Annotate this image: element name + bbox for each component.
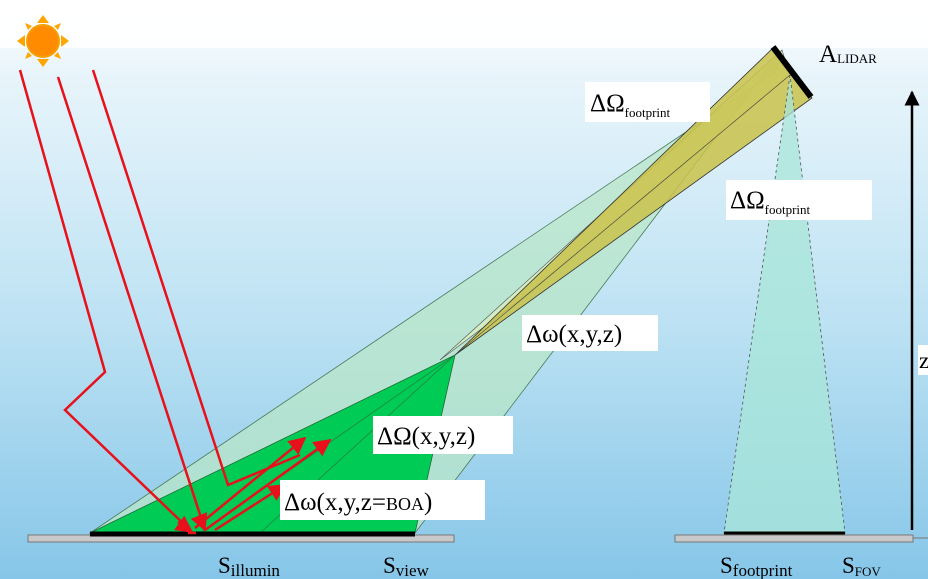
small-omega-boa-label: Δω(x,y,z=BOA) xyxy=(284,489,432,516)
solar-rays xyxy=(18,69,332,535)
solar-ray-2 xyxy=(56,76,207,531)
omega-footprint-right-label: ΔΩfootprint xyxy=(730,187,811,217)
label-box-z xyxy=(918,345,928,375)
solar-ray-3 xyxy=(91,69,301,487)
s-illumin-label: Sillumin xyxy=(218,553,280,579)
small-omega-xyz-label: Δω(x,y,z) xyxy=(526,321,622,348)
solar-ray-1 xyxy=(18,69,191,531)
incident-arrow xyxy=(174,515,194,534)
beam-inner-line xyxy=(454,74,791,356)
s-footprint-label: Sfootprint xyxy=(720,553,793,579)
big-omega-xyz-label: ΔΩ(x,y,z) xyxy=(377,423,475,450)
s-view-label: Sview xyxy=(383,553,430,579)
label-box-small-omega-xyz xyxy=(522,315,658,351)
s-fov-label: SFOV xyxy=(842,553,881,579)
a-lidar-label: ALIDAR xyxy=(819,41,877,68)
reflected-ray-4 xyxy=(214,483,287,532)
sun-icon xyxy=(17,15,69,67)
sky-top-band xyxy=(0,0,928,48)
label-box-big-omega-xyz xyxy=(373,416,513,454)
omega-footprint-top-label: ΔΩfootprint xyxy=(590,90,671,120)
z-axis-label: z xyxy=(919,348,928,373)
label-box-small-omega-boa xyxy=(280,480,485,520)
reflected-ray-2 xyxy=(194,436,307,529)
ground-strip-right xyxy=(674,534,914,543)
label-box-omega-footprint-right xyxy=(726,180,872,220)
incident-arrow-2 xyxy=(190,512,208,532)
label-box-omega-footprint-top xyxy=(585,82,710,122)
lidar-aperture xyxy=(770,45,814,99)
